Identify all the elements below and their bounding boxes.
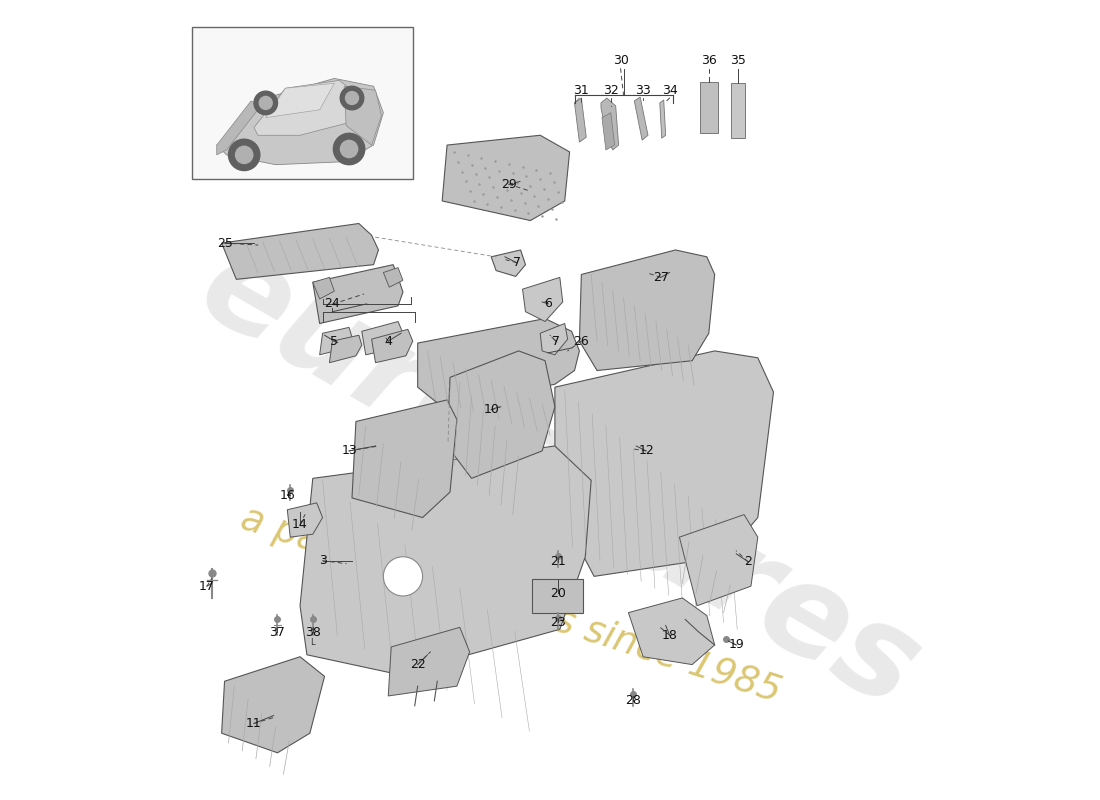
Bar (732, 83, 745, 138)
Text: 38: 38 (305, 626, 321, 638)
Polygon shape (635, 97, 648, 140)
Text: 13: 13 (341, 445, 356, 458)
Text: a passion for parts since 1985: a passion for parts since 1985 (236, 501, 785, 710)
Circle shape (384, 557, 422, 596)
Polygon shape (601, 98, 618, 150)
Text: 7: 7 (552, 334, 560, 348)
Text: 3: 3 (319, 554, 327, 567)
Polygon shape (442, 135, 570, 221)
Polygon shape (362, 322, 403, 355)
Text: 35: 35 (730, 54, 746, 67)
Text: 18: 18 (661, 629, 678, 642)
Circle shape (254, 91, 277, 114)
Text: 23: 23 (550, 616, 565, 629)
Text: 25: 25 (217, 237, 232, 250)
Polygon shape (418, 318, 580, 406)
Text: 12: 12 (638, 445, 653, 458)
Circle shape (340, 140, 358, 158)
Text: 30: 30 (613, 54, 628, 67)
Text: 21: 21 (550, 555, 565, 568)
Polygon shape (254, 80, 362, 135)
Polygon shape (388, 627, 470, 696)
Text: 16: 16 (279, 489, 295, 502)
Text: 7: 7 (513, 256, 520, 269)
Polygon shape (580, 250, 715, 370)
Polygon shape (217, 101, 261, 155)
Polygon shape (312, 278, 334, 299)
Circle shape (333, 134, 365, 165)
Text: 37: 37 (270, 626, 285, 638)
Polygon shape (300, 446, 591, 674)
Circle shape (260, 97, 272, 110)
Polygon shape (540, 323, 568, 355)
Polygon shape (221, 657, 324, 753)
Polygon shape (287, 503, 322, 537)
Text: 24: 24 (324, 298, 340, 310)
Text: 26: 26 (573, 334, 590, 348)
Text: 19: 19 (728, 638, 744, 651)
Text: 11: 11 (246, 717, 262, 730)
Text: 32: 32 (603, 84, 618, 97)
Text: 34: 34 (662, 84, 678, 97)
Text: 2: 2 (744, 555, 752, 568)
Polygon shape (554, 351, 773, 576)
Text: 14: 14 (293, 518, 308, 531)
Text: 31: 31 (573, 84, 590, 97)
Text: 5: 5 (330, 334, 339, 348)
Circle shape (235, 146, 253, 163)
Bar (532, 579, 583, 613)
Polygon shape (522, 278, 563, 322)
Circle shape (340, 86, 364, 110)
Polygon shape (447, 351, 554, 478)
Polygon shape (320, 327, 352, 355)
Polygon shape (217, 78, 384, 165)
Text: 6: 6 (544, 298, 552, 310)
Polygon shape (221, 223, 378, 279)
Text: eurospares: eurospares (179, 222, 940, 734)
Text: L: L (310, 638, 315, 647)
Bar (700, 82, 717, 134)
Text: 33: 33 (635, 84, 651, 97)
Text: 20: 20 (550, 586, 565, 599)
Polygon shape (384, 268, 403, 287)
Text: 29: 29 (500, 178, 517, 190)
Bar (192, 27, 412, 179)
Polygon shape (312, 265, 403, 323)
Text: 28: 28 (626, 694, 641, 707)
Text: 36: 36 (701, 54, 717, 67)
Text: 4: 4 (384, 334, 393, 348)
Polygon shape (352, 400, 456, 518)
Circle shape (229, 139, 260, 170)
Polygon shape (330, 335, 362, 362)
Text: 22: 22 (410, 658, 426, 671)
Text: 17: 17 (199, 580, 214, 593)
Polygon shape (266, 83, 334, 118)
Polygon shape (680, 514, 758, 606)
Text: 10: 10 (483, 403, 499, 416)
Polygon shape (492, 250, 526, 277)
Polygon shape (628, 598, 715, 665)
Circle shape (345, 91, 359, 105)
Polygon shape (602, 113, 615, 150)
Text: 27: 27 (652, 271, 669, 284)
Polygon shape (372, 330, 412, 362)
Polygon shape (574, 98, 586, 142)
Polygon shape (660, 100, 666, 138)
Polygon shape (344, 86, 382, 145)
